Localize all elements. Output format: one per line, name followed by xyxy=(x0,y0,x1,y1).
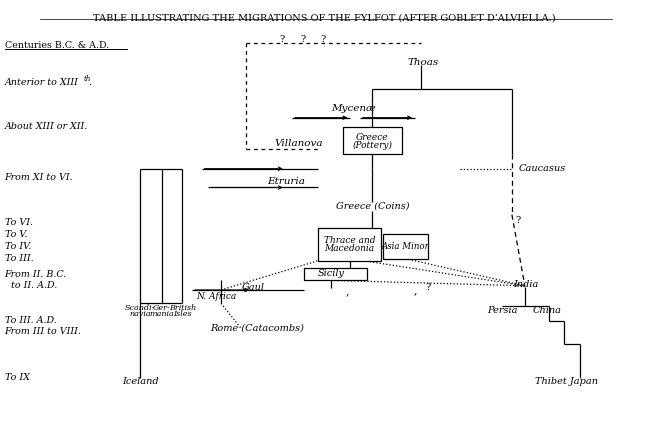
Text: to II. A.D.: to II. A.D. xyxy=(11,281,57,290)
Bar xyxy=(304,268,367,280)
Text: ,: , xyxy=(413,285,417,295)
Text: Gaul: Gaul xyxy=(242,282,265,291)
Text: Anterior to XIII: Anterior to XIII xyxy=(5,78,79,88)
Text: To VI.: To VI. xyxy=(5,218,32,227)
Text: About XIII or XII.: About XIII or XII. xyxy=(5,123,88,131)
Text: Villanova: Villanova xyxy=(275,139,323,148)
Text: China: China xyxy=(533,306,562,315)
Text: To III.: To III. xyxy=(5,254,33,263)
Text: Thoas: Thoas xyxy=(407,58,439,67)
Text: Rome (Catacombs): Rome (Catacombs) xyxy=(210,324,304,333)
Bar xyxy=(318,228,382,261)
Text: To IV.: To IV. xyxy=(5,242,31,251)
Text: (Pottery): (Pottery) xyxy=(352,141,392,150)
Text: ?: ? xyxy=(320,35,325,43)
Text: Persia: Persia xyxy=(487,306,517,315)
Text: N. Africa: N. Africa xyxy=(196,292,236,301)
Text: .: . xyxy=(89,78,92,88)
Text: From II. B.C.: From II. B.C. xyxy=(5,269,67,279)
Text: From III to VIII.: From III to VIII. xyxy=(5,327,82,336)
Text: India: India xyxy=(513,280,539,290)
Text: Thibet Japan: Thibet Japan xyxy=(535,378,598,386)
Text: To IX: To IX xyxy=(5,373,29,382)
Text: Asia Minor: Asia Minor xyxy=(382,242,429,250)
Text: To V.: To V. xyxy=(5,230,27,239)
Text: ?: ? xyxy=(425,283,430,292)
Text: Caucasus: Caucasus xyxy=(519,164,566,173)
Text: British: British xyxy=(169,304,196,312)
Text: Greece: Greece xyxy=(356,133,389,142)
Text: ?: ? xyxy=(516,216,521,226)
Text: TABLE ILLUSTRATING THE MIGRATIONS OF THE FYLFOT (AFTER GOBLET D’ALVIELLA.): TABLE ILLUSTRATING THE MIGRATIONS OF THE… xyxy=(93,14,556,23)
Text: navia: navia xyxy=(130,310,151,318)
Text: Etruria: Etruria xyxy=(267,177,304,186)
Text: Iceland: Iceland xyxy=(122,377,158,386)
Text: th: th xyxy=(84,75,92,83)
Text: Ger-: Ger- xyxy=(153,304,171,312)
Text: Isles: Isles xyxy=(173,310,191,318)
Bar xyxy=(383,234,428,258)
Text: Scandi-: Scandi- xyxy=(125,304,156,312)
Text: Sicily: Sicily xyxy=(317,269,345,278)
Text: Centuries B.C. & A.D.: Centuries B.C. & A.D. xyxy=(5,41,109,50)
Text: mania: mania xyxy=(149,310,174,318)
Text: ,: , xyxy=(345,286,349,296)
Bar xyxy=(343,127,402,154)
Text: From XI to VI.: From XI to VI. xyxy=(5,173,73,181)
Text: Thrace and: Thrace and xyxy=(324,236,376,245)
Text: Greece (Coins): Greece (Coins) xyxy=(336,202,409,211)
Text: ?: ? xyxy=(280,35,285,43)
Text: ?: ? xyxy=(300,35,305,43)
Text: Mycenæ: Mycenæ xyxy=(331,104,376,112)
Text: Macedonia: Macedonia xyxy=(324,245,374,253)
Text: To III. A.D.: To III. A.D. xyxy=(5,316,56,325)
